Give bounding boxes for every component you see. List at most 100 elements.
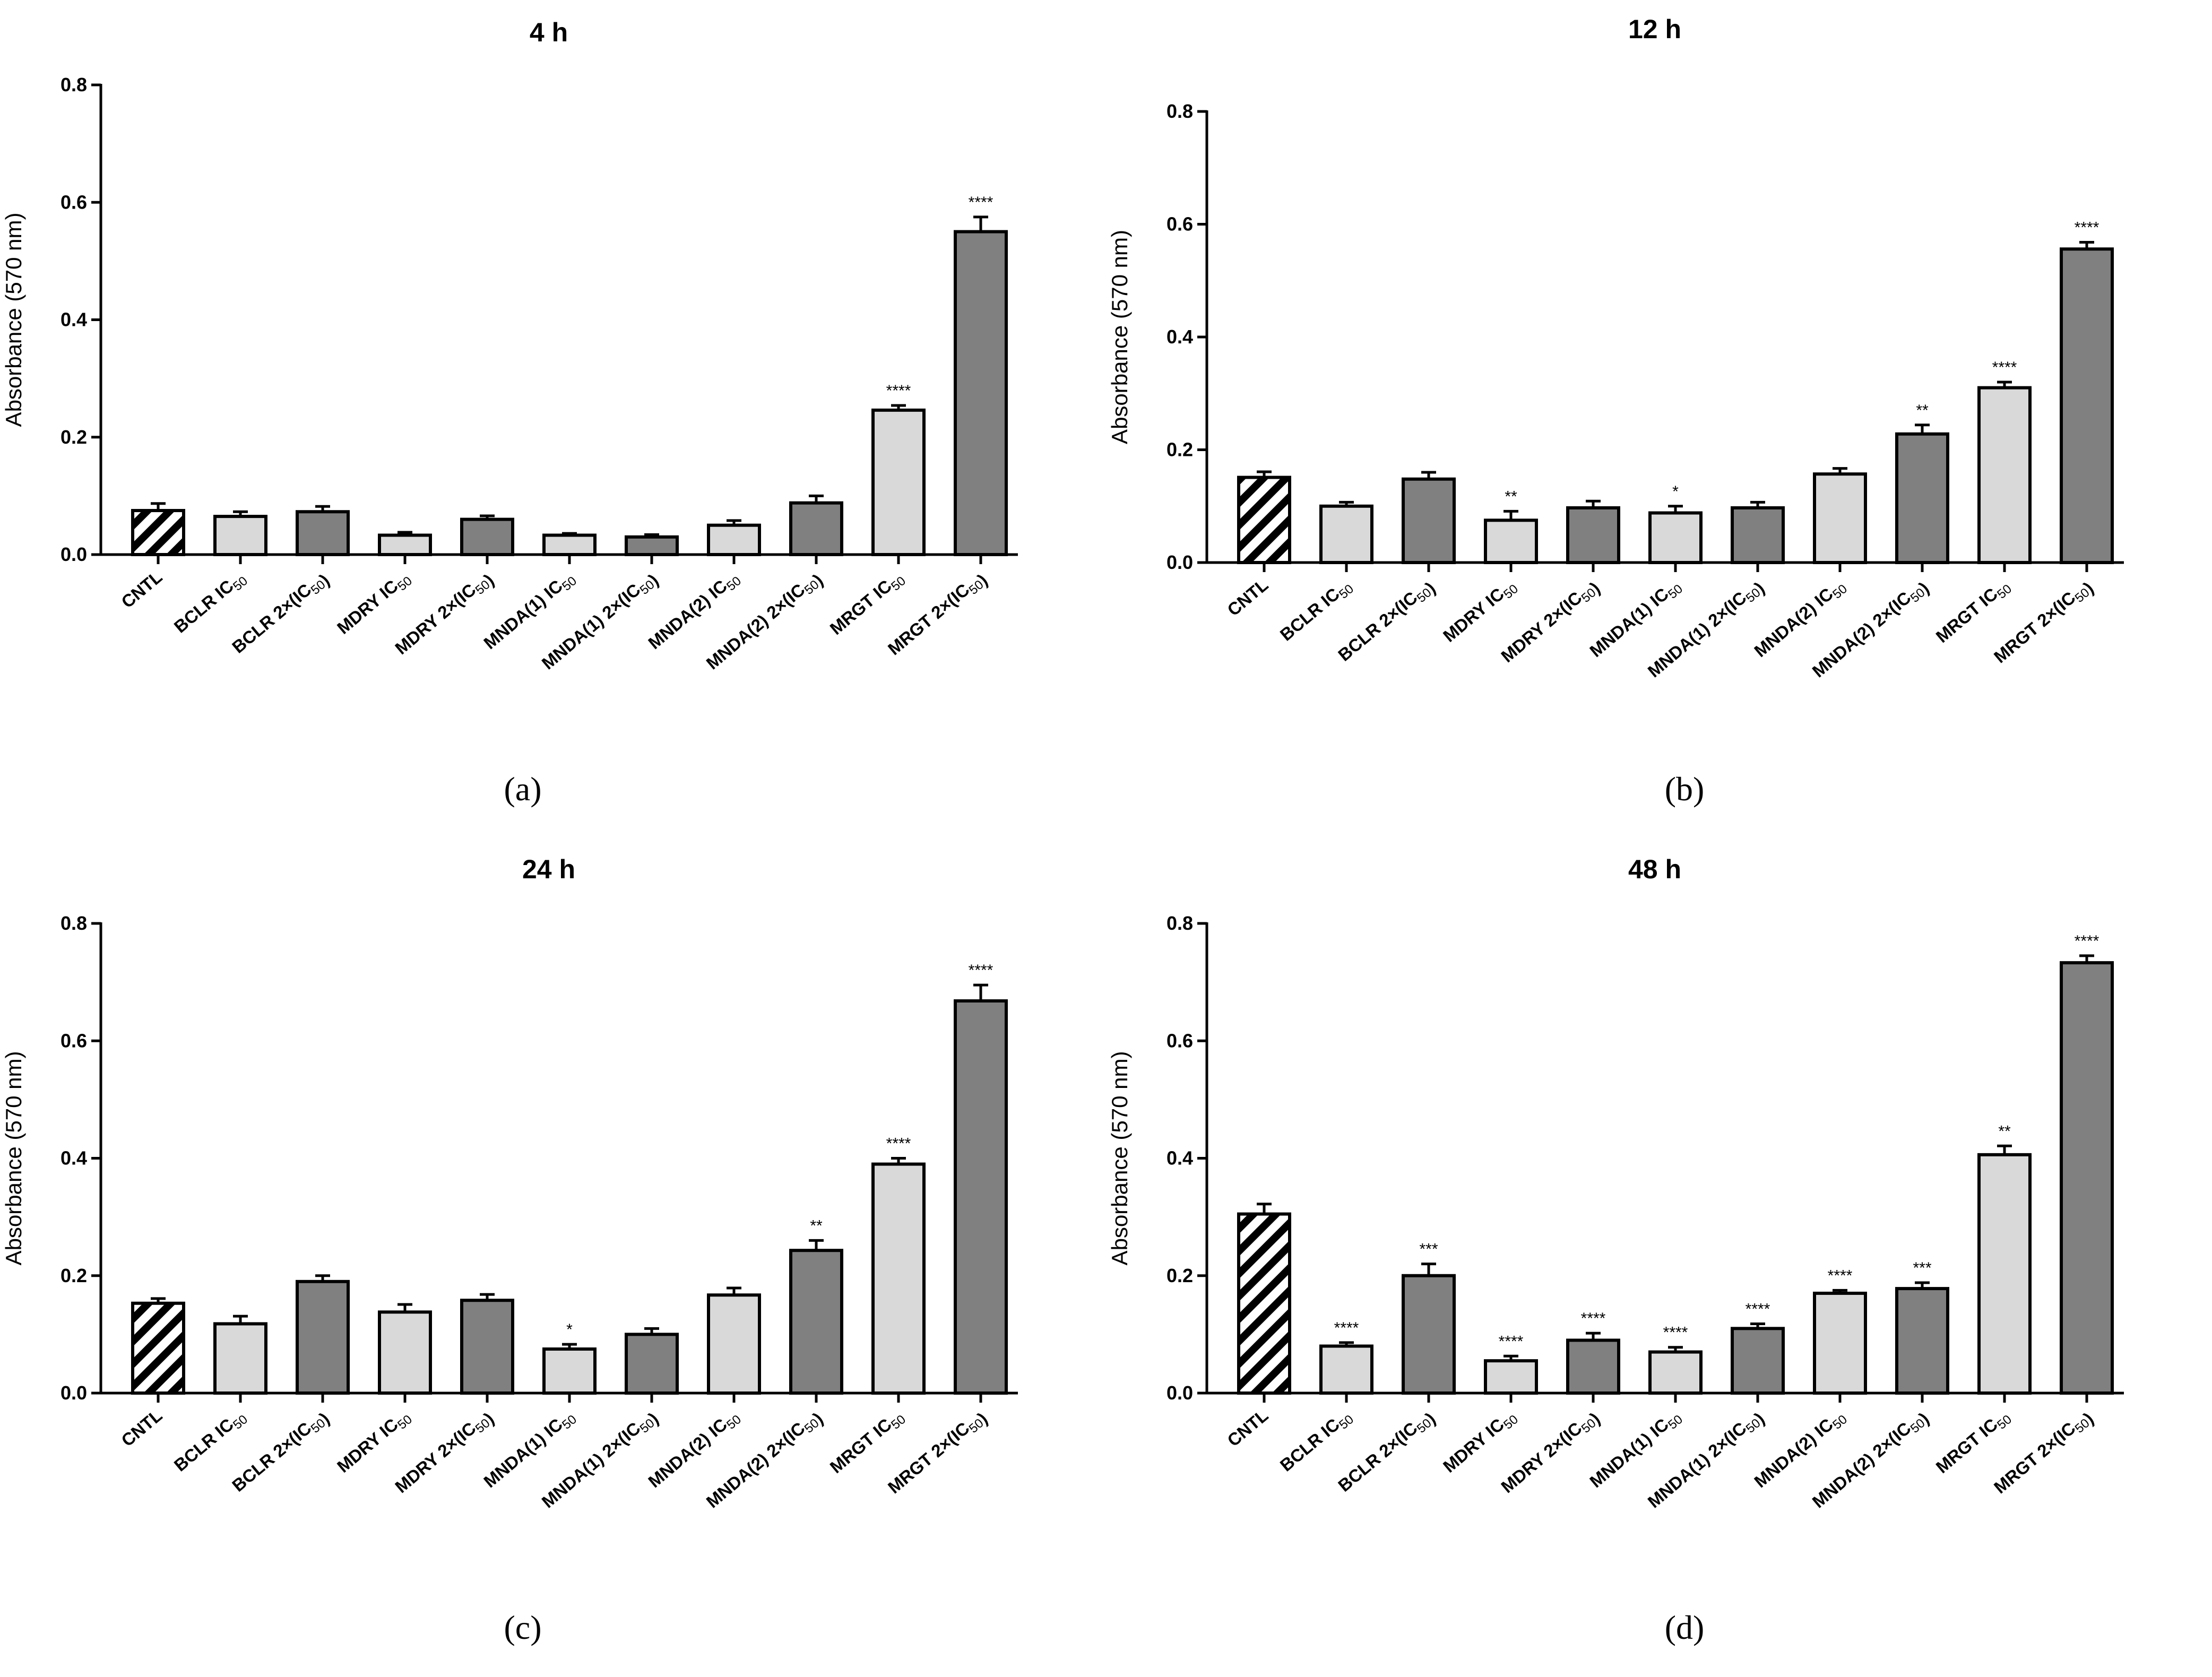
significance-label: ****: [1499, 1333, 1524, 1350]
significance-label: ****: [2075, 932, 2099, 950]
significance-label: ****: [2075, 219, 2099, 237]
bar: [131, 1301, 185, 1395]
y-tick-label: 0.0: [61, 1382, 87, 1404]
bar: [1484, 1359, 1538, 1395]
significance-label: ****: [1746, 1300, 1770, 1318]
bar: [213, 1322, 267, 1395]
y-axis-label: Absorbance (570 nm): [1, 213, 26, 427]
significance-label: ****: [1992, 359, 2017, 376]
significance-label: ****: [969, 194, 993, 211]
x-tick-label: MDRY IC50: [333, 1405, 415, 1479]
y-tick-label: 0.8: [61, 74, 87, 96]
bar: [871, 1162, 926, 1395]
bar: [1566, 506, 1620, 564]
y-tick-label: 0.4: [1167, 1147, 1193, 1169]
x-tick-label: CNTL: [1223, 575, 1272, 620]
x-tick-label: BCLR IC50: [170, 567, 250, 639]
bar: [460, 1299, 514, 1395]
significance-label: **: [810, 1217, 823, 1234]
y-tick-label: 0.0: [61, 543, 87, 565]
significance-label: ****: [969, 962, 993, 979]
x-tick-label: CNTL: [117, 1405, 166, 1450]
significance-label: *: [566, 1321, 573, 1338]
x-tick-label: BCLR IC50: [1276, 575, 1356, 647]
bar: [1977, 1153, 2032, 1395]
y-tick-label: 0.6: [1167, 1030, 1193, 1051]
panel-label: (c): [504, 1609, 542, 1646]
bar: [1237, 476, 1291, 564]
y-axis-label: Absorbance (570 nm): [1, 1051, 26, 1266]
bar: [1648, 1350, 1703, 1395]
chart-title: 24 h: [522, 854, 575, 884]
x-tick-label: BCLR IC50: [1276, 1405, 1356, 1478]
bar: [1237, 1212, 1291, 1395]
bar: [542, 1347, 597, 1395]
bar: [296, 1280, 350, 1395]
y-tick-label: 0.8: [1167, 100, 1193, 122]
bar: [1895, 432, 1949, 564]
panel-label: (a): [504, 770, 542, 808]
chart-12h: 12 h Absorbance (570 nm) 0.0 0.2 0.4 0.6 0.8 CN…: [1107, 14, 2124, 681]
bar: [1895, 1287, 1949, 1395]
y-tick-label: 0.6: [1167, 213, 1193, 235]
bar: [1813, 472, 1867, 564]
significance-label: ***: [1419, 1241, 1438, 1258]
bar: [954, 230, 1008, 556]
bar: [1319, 1344, 1373, 1395]
significance-label: ****: [1828, 1267, 1853, 1284]
significance-label: *: [1672, 483, 1679, 500]
chart-title: 4 h: [530, 18, 568, 47]
bar: [213, 515, 267, 556]
y-tick-label: 0.8: [1167, 912, 1193, 934]
bar: [789, 1249, 843, 1395]
bar: [1319, 504, 1373, 564]
panel-a: 4 h Absorbance (570 nm) 0.0 0.2 0.4 0.6 0.8 CNT…: [0, 0, 1106, 839]
bar: [542, 533, 597, 557]
bar: [460, 517, 514, 556]
bar: [1648, 511, 1703, 564]
bar: [2060, 247, 2114, 564]
panel-c: 24 h Absorbance (570 nm) 0.0 0.2 0.4 0.6 0.8 CN…: [0, 839, 1106, 1677]
panel-b: 12 h Absorbance (570 nm) 0.0 0.2 0.4 0.6 0.8 CN…: [1106, 0, 2212, 839]
y-axis-label: Absorbance (570 nm): [1107, 1051, 1132, 1266]
x-tick-label: MRGT IC50: [1932, 575, 2015, 649]
bar: [131, 509, 185, 556]
bar: [1731, 506, 1785, 564]
y-tick-label: 0.4: [61, 1147, 87, 1169]
x-tick-label: MDRY IC50: [1439, 575, 1521, 649]
chart-4h: 4 h Absorbance (570 nm) 0.0 0.2 0.4 0.6 0.8 CNT…: [1, 18, 1018, 673]
panel-label: (d): [1664, 1609, 1705, 1646]
significance-label: ***: [1913, 1259, 1931, 1277]
x-tick-label: BCLR IC50: [170, 1405, 250, 1478]
x-tick-label: MRGT IC50: [826, 567, 909, 641]
bar: [1402, 1274, 1456, 1395]
bar: [1813, 1291, 1867, 1395]
x-tick-label: MRGT IC50: [826, 1405, 909, 1480]
x-tick-label: MRGT IC50: [1932, 1405, 2015, 1480]
significance-label: ****: [886, 382, 911, 400]
bar: [789, 501, 843, 557]
chart-24h: 24 h Absorbance (570 nm) 0.0 0.2 0.4 0.6 0.8 CN…: [1, 854, 1018, 1512]
bar: [296, 510, 350, 557]
y-tick-label: 0.6: [61, 1030, 87, 1051]
bar: [1484, 518, 1538, 564]
bar: [871, 408, 926, 556]
x-tick-label: MDRY IC50: [1439, 1405, 1521, 1479]
chart-48h: 48 h Absorbance (570 nm) 0.0 0.2 0.4 0.6 0.8 CN…: [1107, 854, 2124, 1512]
bar: [1977, 386, 2032, 564]
chart-title: 12 h: [1628, 14, 1681, 44]
significance-label: **: [1916, 402, 1929, 419]
significance-label: ****: [1581, 1310, 1606, 1327]
bar: [378, 533, 432, 557]
significance-label: ****: [1663, 1324, 1688, 1342]
y-tick-label: 0.2: [61, 426, 87, 448]
significance-label: ****: [886, 1135, 911, 1153]
bar: [707, 1293, 761, 1395]
y-axis-label: Absorbance (570 nm): [1107, 230, 1132, 444]
x-tick-label: CNTL: [1223, 1405, 1272, 1450]
panel-label: (b): [1664, 770, 1705, 808]
bar: [625, 1333, 679, 1395]
y-tick-label: 0.0: [1167, 1382, 1193, 1404]
y-tick-label: 0.2: [1167, 439, 1193, 461]
bar: [954, 999, 1008, 1395]
